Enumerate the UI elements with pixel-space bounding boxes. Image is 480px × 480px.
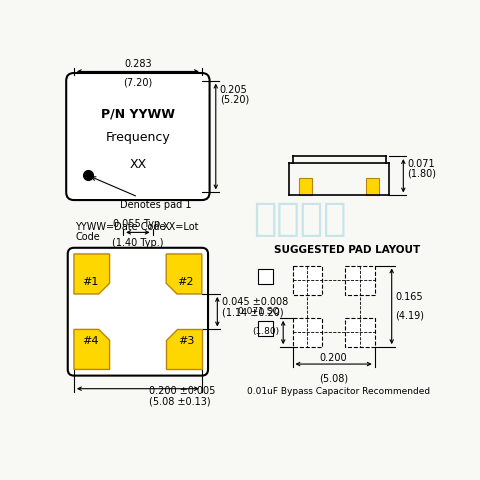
Polygon shape [74, 329, 109, 370]
Text: Code: Code [75, 232, 100, 242]
Bar [300, 179, 312, 195]
Text: XX: XX [129, 158, 146, 171]
Text: #1: #1 [82, 277, 98, 287]
Text: (7.20): (7.20) [123, 78, 153, 88]
Text: (1.80): (1.80) [252, 327, 279, 336]
Bar [258, 269, 273, 284]
Text: (1.14 ±0.20): (1.14 ±0.20) [222, 308, 284, 318]
Text: #2: #2 [178, 277, 194, 287]
Text: (4.19): (4.19) [396, 311, 425, 321]
Text: 0.071: 0.071 [407, 159, 435, 169]
Text: (1.40 Typ.): (1.40 Typ.) [112, 238, 164, 248]
Text: (5.20): (5.20) [220, 95, 249, 105]
Bar [292, 265, 322, 295]
Text: Denotes pad 1: Denotes pad 1 [92, 177, 192, 210]
Text: 0.045 ±0.008: 0.045 ±0.008 [222, 297, 288, 307]
Polygon shape [74, 254, 109, 294]
Text: (5.08 ±0.13): (5.08 ±0.13) [149, 396, 210, 407]
Text: SUGGESTED PAD LAYOUT: SUGGESTED PAD LAYOUT [274, 245, 420, 255]
Text: (1.80): (1.80) [407, 168, 436, 179]
Text: #4: #4 [82, 336, 98, 347]
Bar [345, 265, 375, 295]
Bar [345, 318, 375, 347]
Text: 0.205: 0.205 [220, 84, 247, 95]
Text: Frequency: Frequency [106, 131, 170, 144]
FancyBboxPatch shape [66, 73, 210, 200]
Text: YYWW=Date Code: YYWW=Date Code [75, 222, 166, 232]
Text: 0.200 ±0.005: 0.200 ±0.005 [149, 386, 215, 396]
Text: #3: #3 [178, 336, 194, 347]
Text: 0.055 Typ.: 0.055 Typ. [113, 218, 163, 228]
Polygon shape [166, 329, 202, 370]
Text: 0.01uF Bypass Capacitor Recommended: 0.01uF Bypass Capacitor Recommended [247, 387, 431, 396]
Text: XX=Lot: XX=Lot [163, 222, 200, 232]
Bar [366, 179, 379, 195]
Polygon shape [166, 254, 202, 294]
FancyBboxPatch shape [68, 248, 208, 376]
Text: 龙湖电子: 龙湖电子 [253, 200, 347, 238]
Text: (5.08): (5.08) [319, 373, 348, 384]
Bar [292, 318, 322, 347]
Text: 0.283: 0.283 [124, 59, 152, 69]
Text: 0.200: 0.200 [320, 352, 348, 362]
Text: 0.071 SQ: 0.071 SQ [238, 307, 279, 316]
Text: P/N YYWW: P/N YYWW [101, 108, 175, 120]
Text: 0.165: 0.165 [396, 292, 423, 302]
Bar [258, 321, 273, 336]
